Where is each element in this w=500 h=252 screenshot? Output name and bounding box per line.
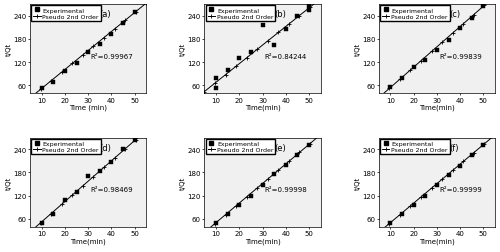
Text: R²=0.99998: R²=0.99998 [265, 186, 308, 193]
Experimental [271, 173, 277, 176]
Experimental [434, 49, 440, 52]
Legend: Experimental, Pseudo 2nd Order: Experimental, Pseudo 2nd Order [206, 6, 275, 22]
Experimental [120, 23, 126, 26]
Text: R²=0.99839: R²=0.99839 [439, 53, 482, 59]
Experimental [85, 175, 91, 178]
Experimental [97, 169, 103, 172]
Experimental [248, 195, 254, 198]
Legend: Experimental, Pseudo 2nd Order: Experimental, Pseudo 2nd Order [380, 6, 450, 22]
Experimental [457, 164, 463, 167]
X-axis label: Time(min): Time(min) [244, 238, 280, 244]
Experimental [422, 59, 428, 62]
Y-axis label: t/Qt: t/Qt [6, 43, 12, 56]
Line: Experimental: Experimental [40, 11, 136, 91]
Experimental [62, 198, 68, 201]
X-axis label: Time (min): Time (min) [69, 105, 107, 111]
Experimental [283, 28, 289, 32]
Experimental [446, 39, 452, 42]
X-axis label: Time(min): Time(min) [419, 238, 455, 244]
Experimental [434, 184, 440, 187]
Experimental [410, 204, 416, 207]
Text: (a): (a) [100, 10, 112, 19]
Experimental [120, 148, 126, 151]
Experimental [213, 222, 219, 225]
Experimental [480, 144, 486, 147]
Line: Experimental: Experimental [388, 5, 485, 90]
Y-axis label: t/Qt: t/Qt [180, 176, 186, 189]
Experimental [294, 15, 300, 18]
Experimental [283, 164, 289, 167]
Experimental [74, 191, 80, 194]
Experimental [38, 88, 44, 91]
Experimental [294, 154, 300, 157]
Text: R²=0.99967: R²=0.99967 [90, 53, 133, 59]
Line: Experimental: Experimental [214, 5, 310, 91]
Experimental [410, 66, 416, 69]
Experimental [306, 144, 312, 147]
Text: (c): (c) [449, 10, 460, 19]
Experimental [213, 77, 219, 80]
Text: (e): (e) [274, 143, 286, 152]
Experimental [85, 52, 91, 55]
Experimental [388, 86, 394, 89]
Experimental [236, 204, 242, 207]
Experimental [132, 11, 138, 14]
X-axis label: Time(min): Time(min) [244, 105, 280, 111]
Experimental [50, 212, 56, 215]
Experimental [469, 154, 475, 157]
Line: Experimental: Experimental [40, 138, 136, 225]
Experimental [50, 81, 56, 84]
Experimental [97, 43, 103, 46]
Experimental [446, 174, 452, 177]
Text: R²=0.99999: R²=0.99999 [439, 186, 482, 193]
Experimental [108, 161, 114, 164]
X-axis label: Time(min): Time(min) [70, 238, 106, 244]
Text: (b): (b) [274, 10, 286, 19]
Text: (f): (f) [450, 143, 459, 152]
Y-axis label: t/Qt: t/Qt [354, 43, 360, 56]
Experimental [260, 184, 266, 187]
Legend: Experimental, Pseudo 2nd Order: Experimental, Pseudo 2nd Order [206, 139, 275, 155]
Experimental [260, 25, 266, 28]
Experimental [236, 57, 242, 60]
Y-axis label: t/Qt: t/Qt [354, 176, 360, 189]
Experimental [224, 69, 230, 72]
Experimental [306, 6, 312, 9]
Y-axis label: t/Qt: t/Qt [6, 176, 12, 189]
Line: Experimental: Experimental [388, 143, 485, 225]
Text: R²=0.84244: R²=0.84244 [265, 53, 307, 59]
Experimental [62, 70, 68, 73]
Experimental [224, 213, 230, 216]
Experimental [388, 222, 394, 225]
Experimental [38, 222, 44, 225]
X-axis label: Time(min): Time(min) [419, 105, 455, 111]
Experimental [271, 44, 277, 47]
Experimental [213, 88, 219, 91]
Experimental [108, 34, 114, 37]
Experimental [399, 78, 405, 81]
Experimental [74, 62, 80, 65]
Legend: Experimental, Pseudo 2nd Order: Experimental, Pseudo 2nd Order [380, 139, 450, 155]
Experimental [457, 27, 463, 30]
Experimental [480, 6, 486, 9]
Experimental [306, 9, 312, 12]
Experimental [422, 195, 428, 198]
Text: (d): (d) [100, 143, 112, 152]
Experimental [399, 213, 405, 216]
Experimental [248, 52, 254, 55]
Experimental [469, 17, 475, 20]
Line: Experimental: Experimental [214, 143, 310, 225]
Experimental [132, 139, 138, 142]
Legend: Experimental, Pseudo 2nd Order: Experimental, Pseudo 2nd Order [31, 6, 101, 22]
Legend: Experimental, Pseudo 2nd Order: Experimental, Pseudo 2nd Order [31, 139, 101, 155]
Text: R²=0.98469: R²=0.98469 [90, 186, 133, 193]
Y-axis label: t/Qt: t/Qt [180, 43, 186, 56]
